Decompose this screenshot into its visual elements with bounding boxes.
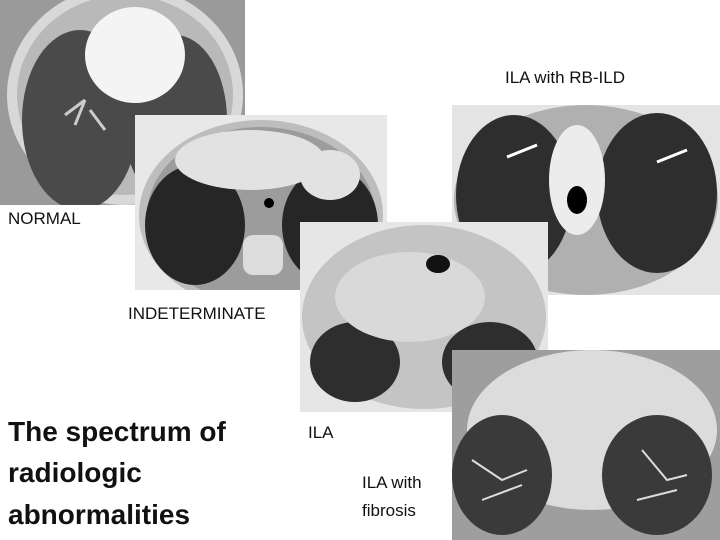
ct-image-fibrosis — [452, 350, 720, 540]
label-rb-ild: ILA with RB-ILD — [505, 68, 625, 87]
slide-title: abnormalities — [8, 499, 190, 530]
ct-image-ila — [300, 222, 548, 412]
label-indeterminate: INDETERMINATE — [128, 304, 266, 323]
slide-title: radiologic — [8, 457, 142, 488]
label-ila: ILA — [308, 423, 334, 442]
label-fibrosis: ILA with — [362, 473, 422, 492]
label-normal: NORMAL — [8, 209, 81, 228]
label-fibrosis: fibrosis — [362, 501, 416, 520]
slide-title: The spectrum of — [8, 416, 226, 447]
